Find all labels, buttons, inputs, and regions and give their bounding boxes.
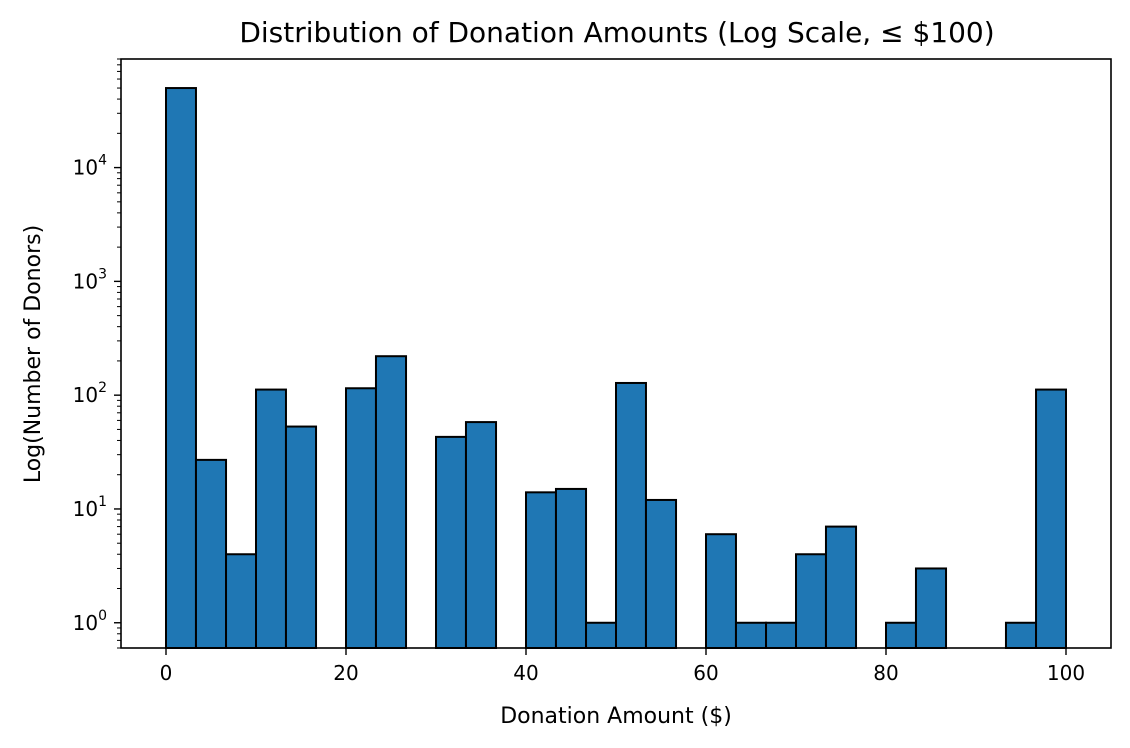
- histogram-bar: [554, 487, 588, 649]
- histogram-bar: [435, 435, 467, 649]
- histogram-bar: [914, 567, 948, 650]
- histogram-bar: [1035, 388, 1068, 649]
- y-tick-label: 101: [73, 494, 107, 521]
- histogram-bar: [194, 458, 228, 649]
- histogram-bar: [225, 553, 257, 649]
- x-tick-label: 60: [693, 661, 718, 685]
- x-tick-label: 40: [513, 661, 538, 685]
- histogram-bar: [374, 355, 408, 649]
- histogram-bar: [1004, 621, 1038, 650]
- histogram-bar: [615, 381, 647, 649]
- histogram-bar: [165, 87, 197, 650]
- y-axis-ticks: 100 101 102 103 104: [73, 58, 121, 649]
- bars-group: [165, 87, 1068, 650]
- x-tick-label: 100: [1047, 661, 1085, 685]
- histogram-bar: [824, 525, 858, 650]
- histogram-bar: [765, 621, 798, 650]
- plot-frame: [120, 58, 1112, 649]
- y-tick-label: 102: [73, 380, 107, 407]
- x-tick-label: 20: [333, 661, 358, 685]
- histogram-bar: [734, 621, 768, 650]
- histogram-bar: [795, 553, 827, 649]
- histogram-bar: [525, 491, 557, 649]
- x-tick-label: 0: [160, 661, 173, 685]
- y-tick-label: 103: [73, 266, 107, 293]
- x-tick-label: 80: [873, 661, 898, 685]
- x-axis-label: Donation Amount ($): [500, 704, 732, 729]
- histogram-bar: [464, 421, 498, 649]
- histogram-bar: [885, 621, 917, 650]
- histogram-bar: [284, 425, 318, 649]
- chart-title: Distribution of Donation Amounts (Log Sc…: [239, 16, 994, 49]
- histogram-bar: [345, 387, 377, 649]
- y-tick-label: 100: [73, 608, 107, 635]
- x-axis-ticks: 0 20 40 60 80 100: [160, 648, 1085, 685]
- histogram-bar: [255, 388, 287, 649]
- y-tick-label: 104: [73, 153, 107, 180]
- histogram-bar: [644, 498, 678, 650]
- y-axis-label: Log(Number of Donors): [21, 225, 46, 483]
- histogram-bar: [705, 533, 737, 650]
- histogram-bar: [585, 621, 618, 650]
